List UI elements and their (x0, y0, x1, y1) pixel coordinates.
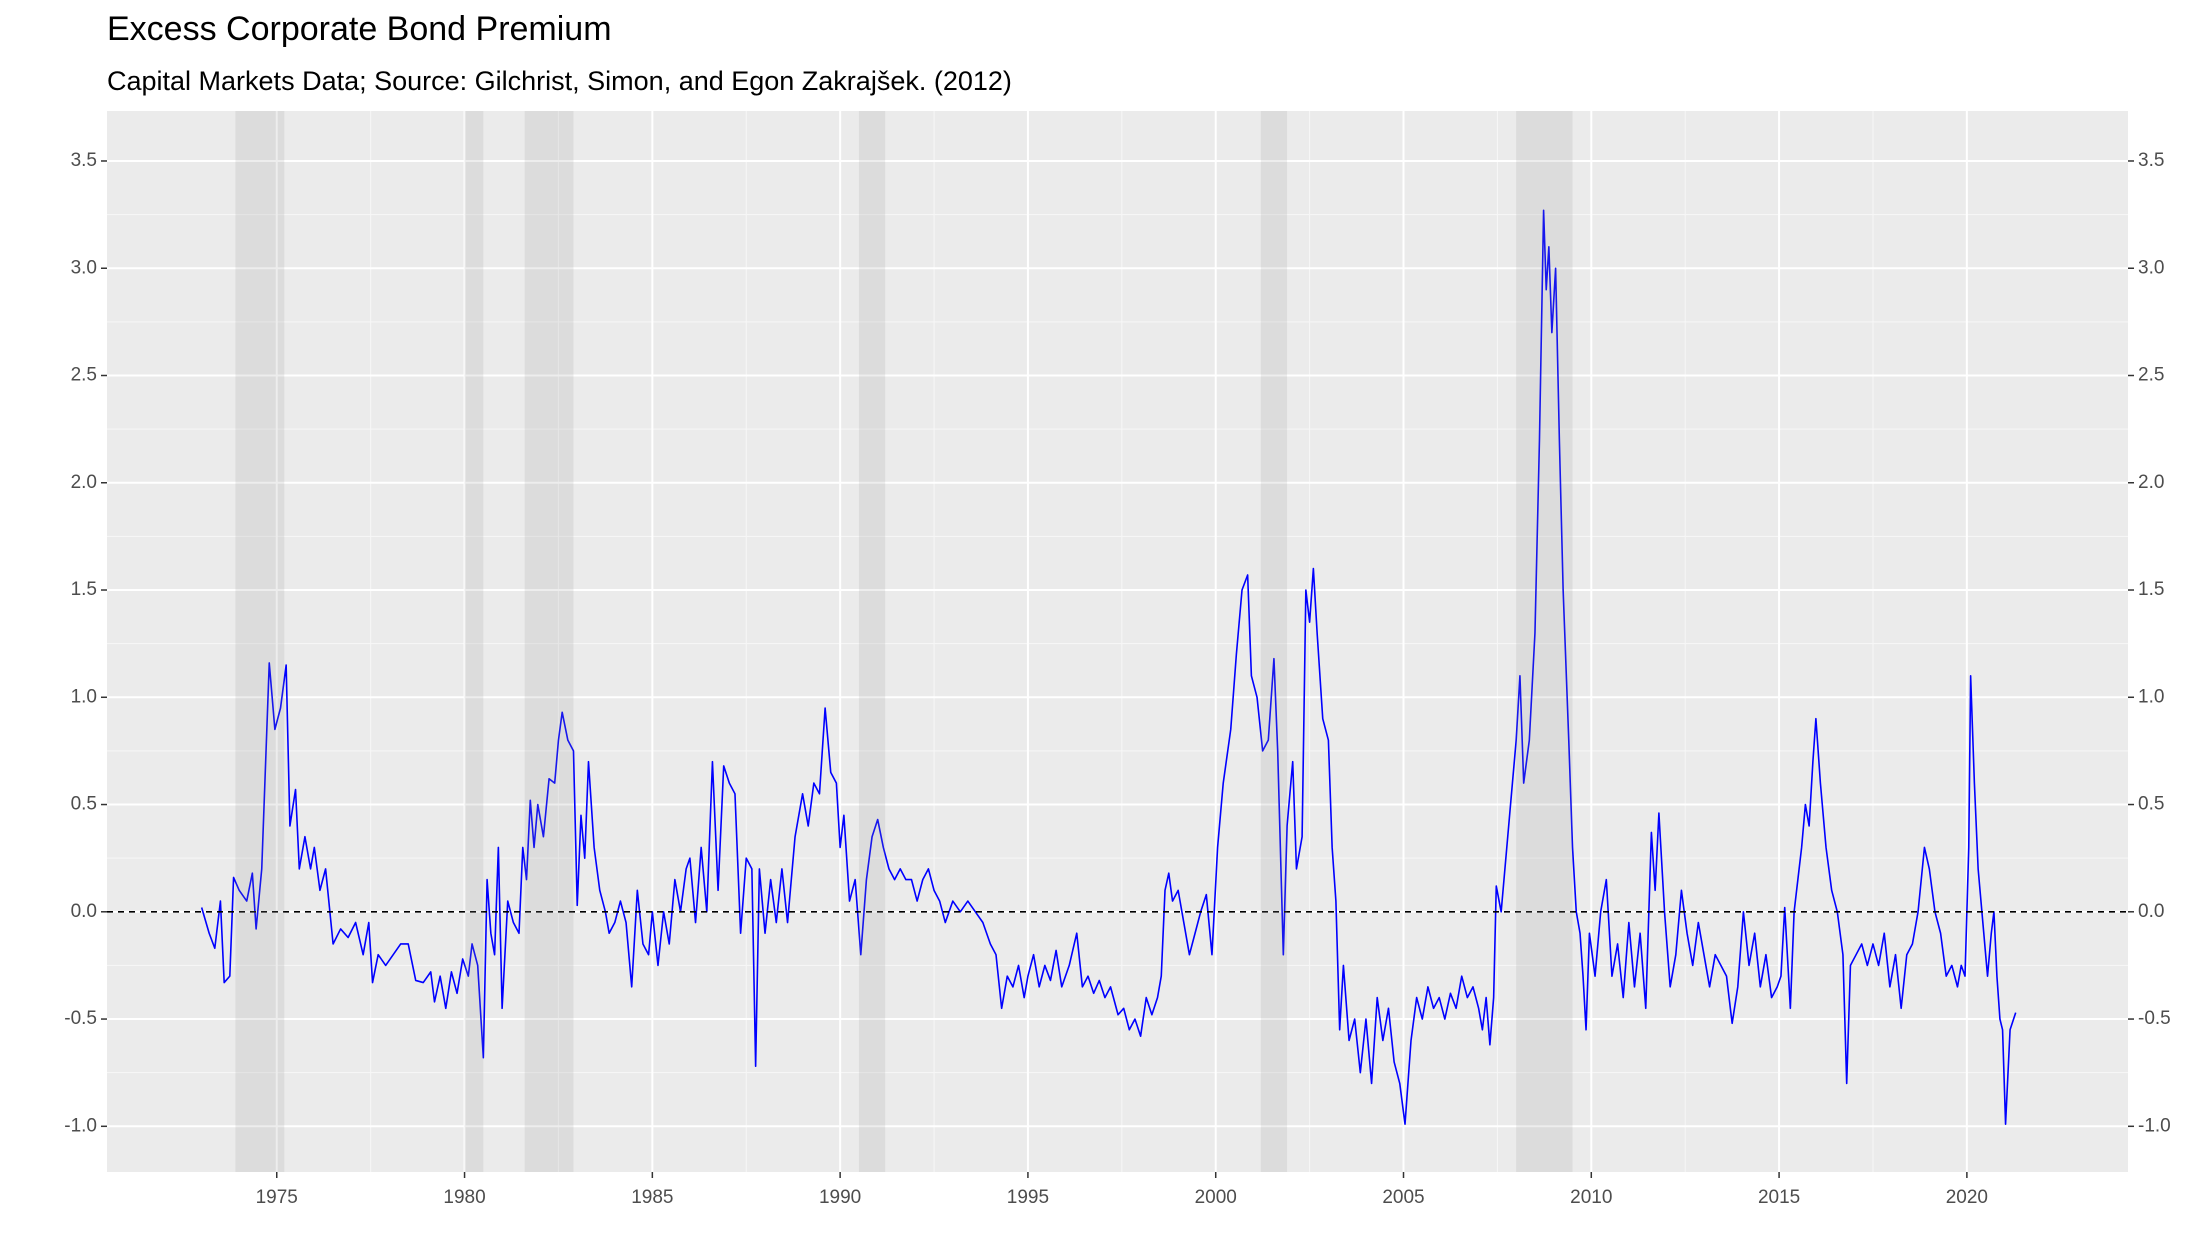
y2-tick-label: 2.0 (2138, 472, 2164, 493)
recession-band (858, 111, 886, 1172)
x-tick-label: 1985 (631, 1187, 673, 1208)
x-tick-label: 2020 (1946, 1187, 1988, 1208)
x-tick-label: 1975 (256, 1187, 298, 1208)
y-tick-label: 0.5 (71, 794, 97, 815)
y-tick-label: 2.5 (71, 365, 97, 386)
y2-tick-label: 0.5 (2138, 794, 2164, 815)
y2-tick-label: 0.0 (2138, 901, 2164, 922)
y-tick-label: 3.0 (71, 257, 97, 278)
y-tick-label: 3.5 (71, 150, 97, 171)
recession-band (524, 111, 574, 1172)
y-tick-label: -0.5 (64, 1008, 97, 1029)
x-tick-label: 1990 (819, 1187, 861, 1208)
x-tick-label: 1995 (1007, 1187, 1049, 1208)
recession-band (1516, 111, 1573, 1172)
y2-tick-label: -0.5 (2138, 1008, 2171, 1029)
y2-tick-label: 3.5 (2138, 150, 2164, 171)
y-tick-label: 2.0 (71, 472, 97, 493)
y2-tick-label: 2.5 (2138, 365, 2164, 386)
recession-band (1260, 111, 1288, 1172)
recession-band (235, 111, 285, 1172)
y2-tick-label: -1.0 (2138, 1115, 2171, 1136)
x-tick-label: 2000 (1195, 1187, 1237, 1208)
y2-tick-label: 1.5 (2138, 579, 2164, 600)
x-tick-label: 1980 (443, 1187, 485, 1208)
chart-title: Excess Corporate Bond Premium (107, 10, 612, 48)
y2-tick-label: 3.0 (2138, 257, 2164, 278)
data-line (200, 209, 2017, 1125)
y-tick-label: 1.5 (71, 579, 97, 600)
chart-subtitle: Capital Markets Data; Source: Gilchrist,… (107, 66, 1012, 96)
y-tick-label: -1.0 (64, 1115, 97, 1136)
y-tick-label: 0.0 (71, 901, 97, 922)
recession-band (464, 111, 484, 1172)
x-tick-label: 2010 (1570, 1187, 1612, 1208)
y2-tick-label: 1.0 (2138, 686, 2164, 707)
x-tick-label: 2005 (1382, 1187, 1424, 1208)
y-tick-label: 1.0 (71, 686, 97, 707)
x-tick-label: 2015 (1758, 1187, 1800, 1208)
